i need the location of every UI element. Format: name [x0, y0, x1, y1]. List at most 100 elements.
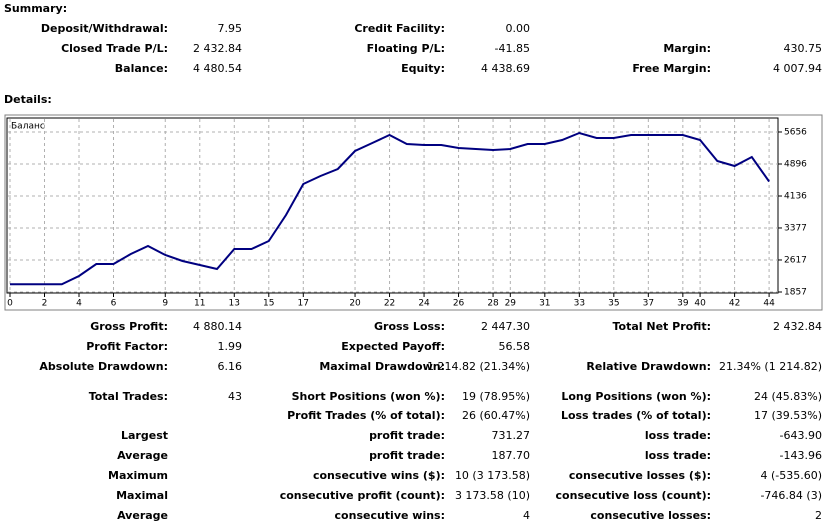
- x-tick-label: 29: [505, 299, 517, 309]
- x-tick-label: 40: [694, 299, 706, 309]
- label: Maximal Drawdown:: [319, 360, 445, 373]
- label: Floating P/L:: [367, 42, 445, 55]
- label: consecutive loss (count):: [556, 489, 711, 502]
- x-tick-label: 22: [384, 299, 395, 309]
- x-tick-label: 26: [453, 299, 465, 309]
- chart-title: Баланс: [11, 122, 45, 132]
- y-tick-label: 4896: [784, 159, 807, 169]
- x-tick-label: 4: [76, 299, 82, 309]
- x-tick-label: 20: [349, 299, 361, 309]
- x-tick-label: 42: [729, 299, 740, 309]
- x-tick-label: 2: [42, 299, 48, 309]
- label: consecutive wins ($):: [313, 469, 445, 482]
- label: Closed Trade P/L:: [61, 42, 168, 55]
- x-tick-label: 11: [194, 299, 205, 309]
- value: 17 (39.53%): [754, 409, 822, 422]
- value: 4 438.69: [481, 62, 530, 75]
- value: 2 447.30: [481, 320, 530, 333]
- value: 6.16: [218, 360, 243, 373]
- value: 731.27: [492, 429, 531, 442]
- label: Margin:: [663, 42, 711, 55]
- value: 4 (-535.60): [760, 469, 822, 482]
- value: 7.95: [218, 22, 243, 35]
- label: Total Trades:: [89, 390, 168, 403]
- value: 0.00: [506, 22, 531, 35]
- label: Loss trades (% of total):: [561, 409, 711, 422]
- value: 4 007.94: [773, 62, 822, 75]
- x-tick-label: 35: [608, 299, 619, 309]
- label: profit trade:: [369, 449, 445, 462]
- label: Balance:: [115, 62, 168, 75]
- label: Short Positions (won %):: [292, 390, 445, 403]
- value: 430.75: [784, 42, 823, 55]
- x-tick-label: 37: [643, 299, 654, 309]
- value: 4 480.54: [193, 62, 242, 75]
- label: Gross Profit:: [90, 320, 168, 333]
- value: 187.70: [492, 449, 531, 462]
- value: -143.96: [780, 449, 822, 462]
- value: 26 (60.47%): [462, 409, 530, 422]
- x-tick-label: 15: [263, 299, 274, 309]
- label: Equity:: [401, 62, 445, 75]
- value: 21.34% (1 214.82): [719, 360, 822, 373]
- value: -643.90: [780, 429, 822, 442]
- label: Maximum: [108, 469, 168, 482]
- label: Credit Facility:: [354, 22, 445, 35]
- label: profit trade:: [369, 429, 445, 442]
- x-tick-label: 33: [574, 299, 585, 309]
- summary-title: Summary:: [4, 2, 67, 15]
- label: Profit Trades (% of total):: [287, 409, 445, 422]
- label: Average: [117, 449, 168, 462]
- label: consecutive wins:: [335, 509, 445, 522]
- value: 3 173.58 (10): [455, 489, 530, 502]
- label: Largest: [121, 429, 168, 442]
- value: 4: [523, 509, 530, 522]
- value: 2 432.84: [193, 42, 242, 55]
- label: Gross Loss:: [374, 320, 445, 333]
- label: Deposit/Withdrawal:: [41, 22, 168, 35]
- label: consecutive profit (count):: [280, 489, 445, 502]
- value: 56.58: [499, 340, 531, 353]
- value: 2: [815, 509, 822, 522]
- x-tick-label: 9: [162, 299, 168, 309]
- value: 10 (3 173.58): [455, 469, 530, 482]
- value: 1.99: [218, 340, 243, 353]
- x-tick-label: 44: [763, 299, 775, 309]
- label: Free Margin:: [632, 62, 711, 75]
- y-tick-label: 5656: [784, 127, 807, 137]
- value: 1 214.82 (21.34%): [427, 360, 530, 373]
- x-tick-label: 28: [487, 299, 499, 309]
- x-tick-label: 6: [111, 299, 117, 309]
- y-tick-label: 4136: [784, 192, 807, 202]
- y-tick-label: 3377: [784, 223, 807, 233]
- label: Profit Factor:: [86, 340, 168, 353]
- label: loss trade:: [645, 429, 711, 442]
- balance-line: [10, 131, 770, 286]
- value: 4 880.14: [193, 320, 242, 333]
- label: consecutive losses ($):: [569, 469, 711, 482]
- x-tick-label: 0: [7, 299, 13, 309]
- label: Relative Drawdown:: [586, 360, 711, 373]
- label: Total Net Profit:: [613, 320, 712, 333]
- label: Absolute Drawdown:: [39, 360, 168, 373]
- label: Average: [117, 509, 168, 522]
- value: 19 (78.95%): [462, 390, 530, 403]
- x-tick-label: 13: [229, 299, 240, 309]
- value: -41.85: [495, 42, 530, 55]
- y-tick-label: 1857: [784, 287, 807, 297]
- label: Long Positions (won %):: [561, 390, 711, 403]
- x-tick-label: 17: [298, 299, 309, 309]
- x-tick-label: 31: [539, 299, 550, 309]
- plot-area: [6, 117, 779, 294]
- value: -746.84 (3): [760, 489, 822, 502]
- value: 43: [228, 390, 242, 403]
- label: Expected Payoff:: [341, 340, 445, 353]
- x-tick-label: 39: [677, 299, 689, 309]
- value: 2 432.84: [773, 320, 822, 333]
- x-tick-label: 24: [418, 299, 430, 309]
- label: loss trade:: [645, 449, 711, 462]
- details-title: Details:: [4, 93, 52, 106]
- label: consecutive losses:: [590, 509, 711, 522]
- value: 24 (45.83%): [754, 390, 822, 403]
